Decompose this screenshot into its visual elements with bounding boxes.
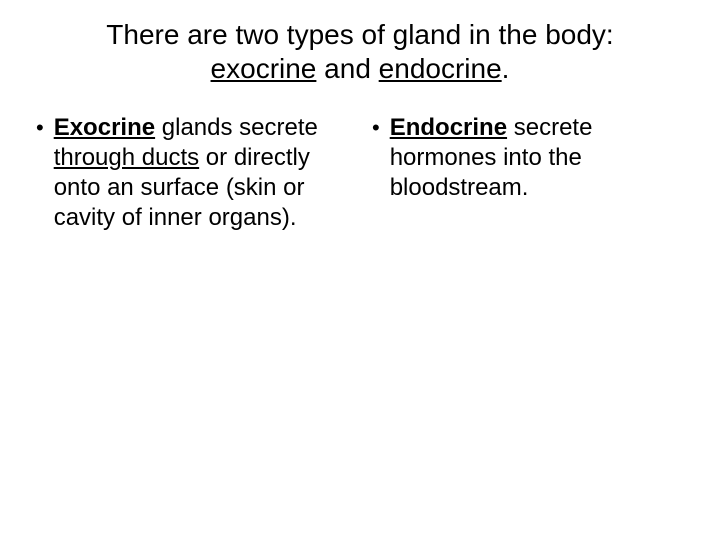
left-column: • Exocrine glands secrete through ducts … <box>36 113 348 233</box>
through-ducts: through ducts <box>54 144 199 171</box>
slide-title: There are two types of gland in the body… <box>36 18 684 85</box>
right-text: Endocrine secrete hormones into the bloo… <box>390 113 684 203</box>
title-end: . <box>502 53 510 84</box>
content-columns: • Exocrine glands secrete through ducts … <box>36 113 684 233</box>
title-mid: and <box>316 53 378 84</box>
title-exocrine: exocrine <box>211 53 317 84</box>
bullet-icon: • <box>36 113 44 143</box>
slide: There are two types of gland in the body… <box>0 0 720 540</box>
title-line-1: There are two types of gland in the body… <box>106 19 613 50</box>
left-text: Exocrine glands secrete through ducts or… <box>54 113 348 233</box>
right-bullet-item: • Endocrine secrete hormones into the bl… <box>372 113 684 203</box>
endocrine-term: Endocrine <box>390 114 507 141</box>
left-bullet-item: • Exocrine glands secrete through ducts … <box>36 113 348 233</box>
bullet-icon: • <box>372 113 380 143</box>
title-endocrine: endocrine <box>379 53 502 84</box>
left-after-term: glands secrete <box>155 114 318 141</box>
exocrine-term: Exocrine <box>54 114 155 141</box>
right-column: • Endocrine secrete hormones into the bl… <box>372 113 684 233</box>
